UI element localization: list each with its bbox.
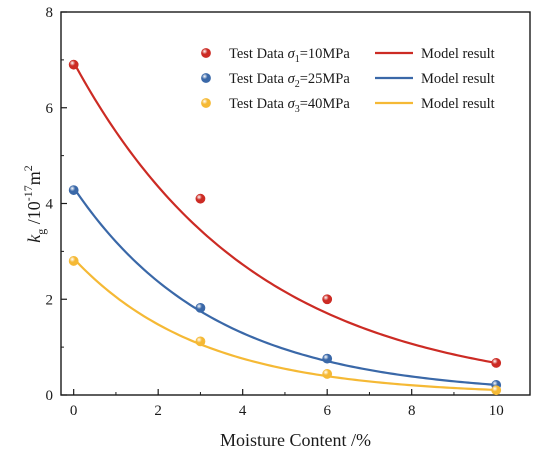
model-curves — [72, 61, 497, 392]
y-axis-unit-exponent-2: 2 — [21, 165, 35, 171]
data-point — [68, 185, 79, 195]
legend-label-1: Test Data σ1=10MPa — [229, 46, 350, 65]
y-tick-label: 4 — [46, 197, 54, 213]
legend-model-label-1: Model result — [421, 46, 495, 62]
x-tick-label: 4 — [239, 403, 247, 419]
y-tick-label: 6 — [46, 101, 54, 117]
model-curve-3 — [72, 257, 497, 392]
data-point — [195, 193, 206, 204]
data-point — [322, 294, 333, 305]
legend-label-3: Test Data σ3=40MPa — [229, 96, 350, 115]
y-tick-label: 2 — [46, 292, 54, 308]
legend-label-2: Test Data σ2=25MPa — [229, 71, 350, 90]
legend-model-label-2: Model result — [421, 71, 495, 87]
y-axis-unit-exponent: -17 — [21, 185, 35, 201]
y-axis-subscript: g — [34, 229, 48, 235]
y-tick-label: 0 — [46, 388, 54, 404]
x-axis-title: Moisture Content /% — [220, 430, 371, 450]
data-point — [195, 336, 206, 347]
data-point — [491, 385, 502, 396]
x-tick-label: 10 — [489, 403, 504, 419]
y-axis-unit-m: m — [24, 171, 44, 185]
plot-frame — [60, 11, 531, 396]
x-tick-label: 0 — [70, 403, 78, 419]
legend-model-label-3: Model result — [421, 96, 495, 112]
y-axis-symbol: k — [24, 234, 44, 243]
legend-marker-1 — [201, 48, 211, 58]
y-axis-title: kg /10-17m2 — [21, 165, 48, 243]
model-curve-1 — [72, 61, 497, 365]
x-tick-label: 6 — [323, 403, 331, 419]
data-point — [322, 369, 333, 379]
data-point — [491, 358, 502, 368]
data-point — [68, 256, 79, 266]
legend-marker-3 — [201, 98, 211, 108]
axis-ticks: 0 2 4 6 8 10 0 2 4 6 8 — [46, 5, 504, 419]
x-tick-label: 8 — [408, 403, 416, 419]
legend-marker-2 — [201, 73, 211, 83]
y-axis-unit-base: /10 — [24, 201, 44, 229]
y-tick-label: 8 — [46, 5, 54, 21]
data-point — [68, 59, 79, 70]
data-points — [68, 59, 502, 396]
model-curve-2 — [72, 187, 497, 386]
data-point — [322, 353, 333, 364]
legend: Test Data σ1=10MPa Model result Test Data … — [201, 46, 495, 115]
x-tick-label: 2 — [154, 403, 162, 419]
data-point — [195, 302, 206, 313]
